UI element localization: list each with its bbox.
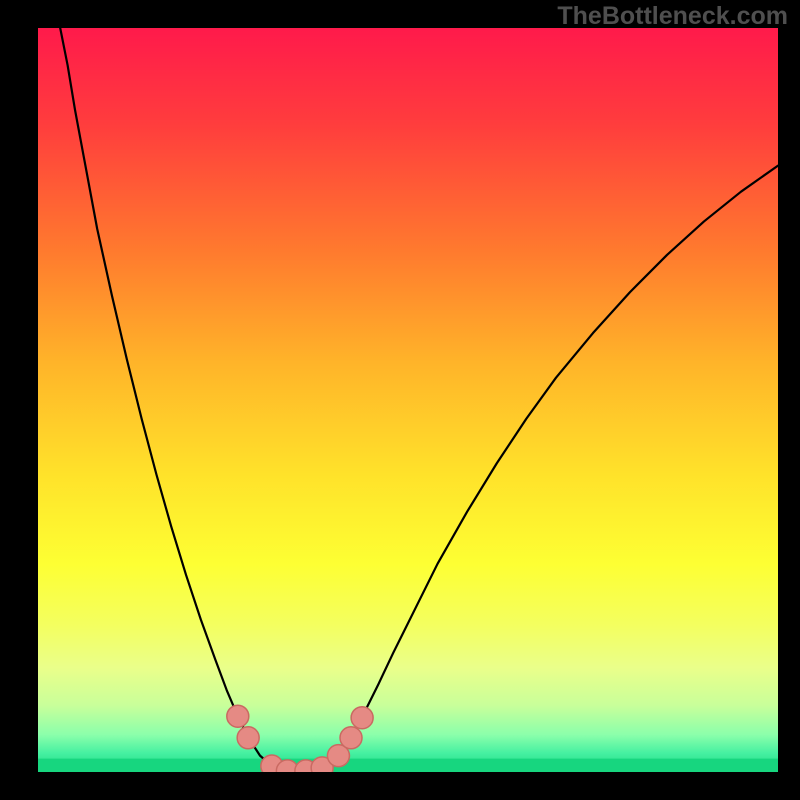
- gradient-background: [38, 28, 778, 772]
- watermark-text: TheBottleneck.com: [557, 2, 788, 31]
- data-marker: [351, 707, 373, 729]
- data-marker: [340, 727, 362, 749]
- data-marker: [237, 727, 259, 749]
- plot-svg: [38, 28, 778, 772]
- plot-area: [38, 28, 778, 772]
- data-marker: [227, 705, 249, 727]
- bottom-band: [38, 759, 778, 772]
